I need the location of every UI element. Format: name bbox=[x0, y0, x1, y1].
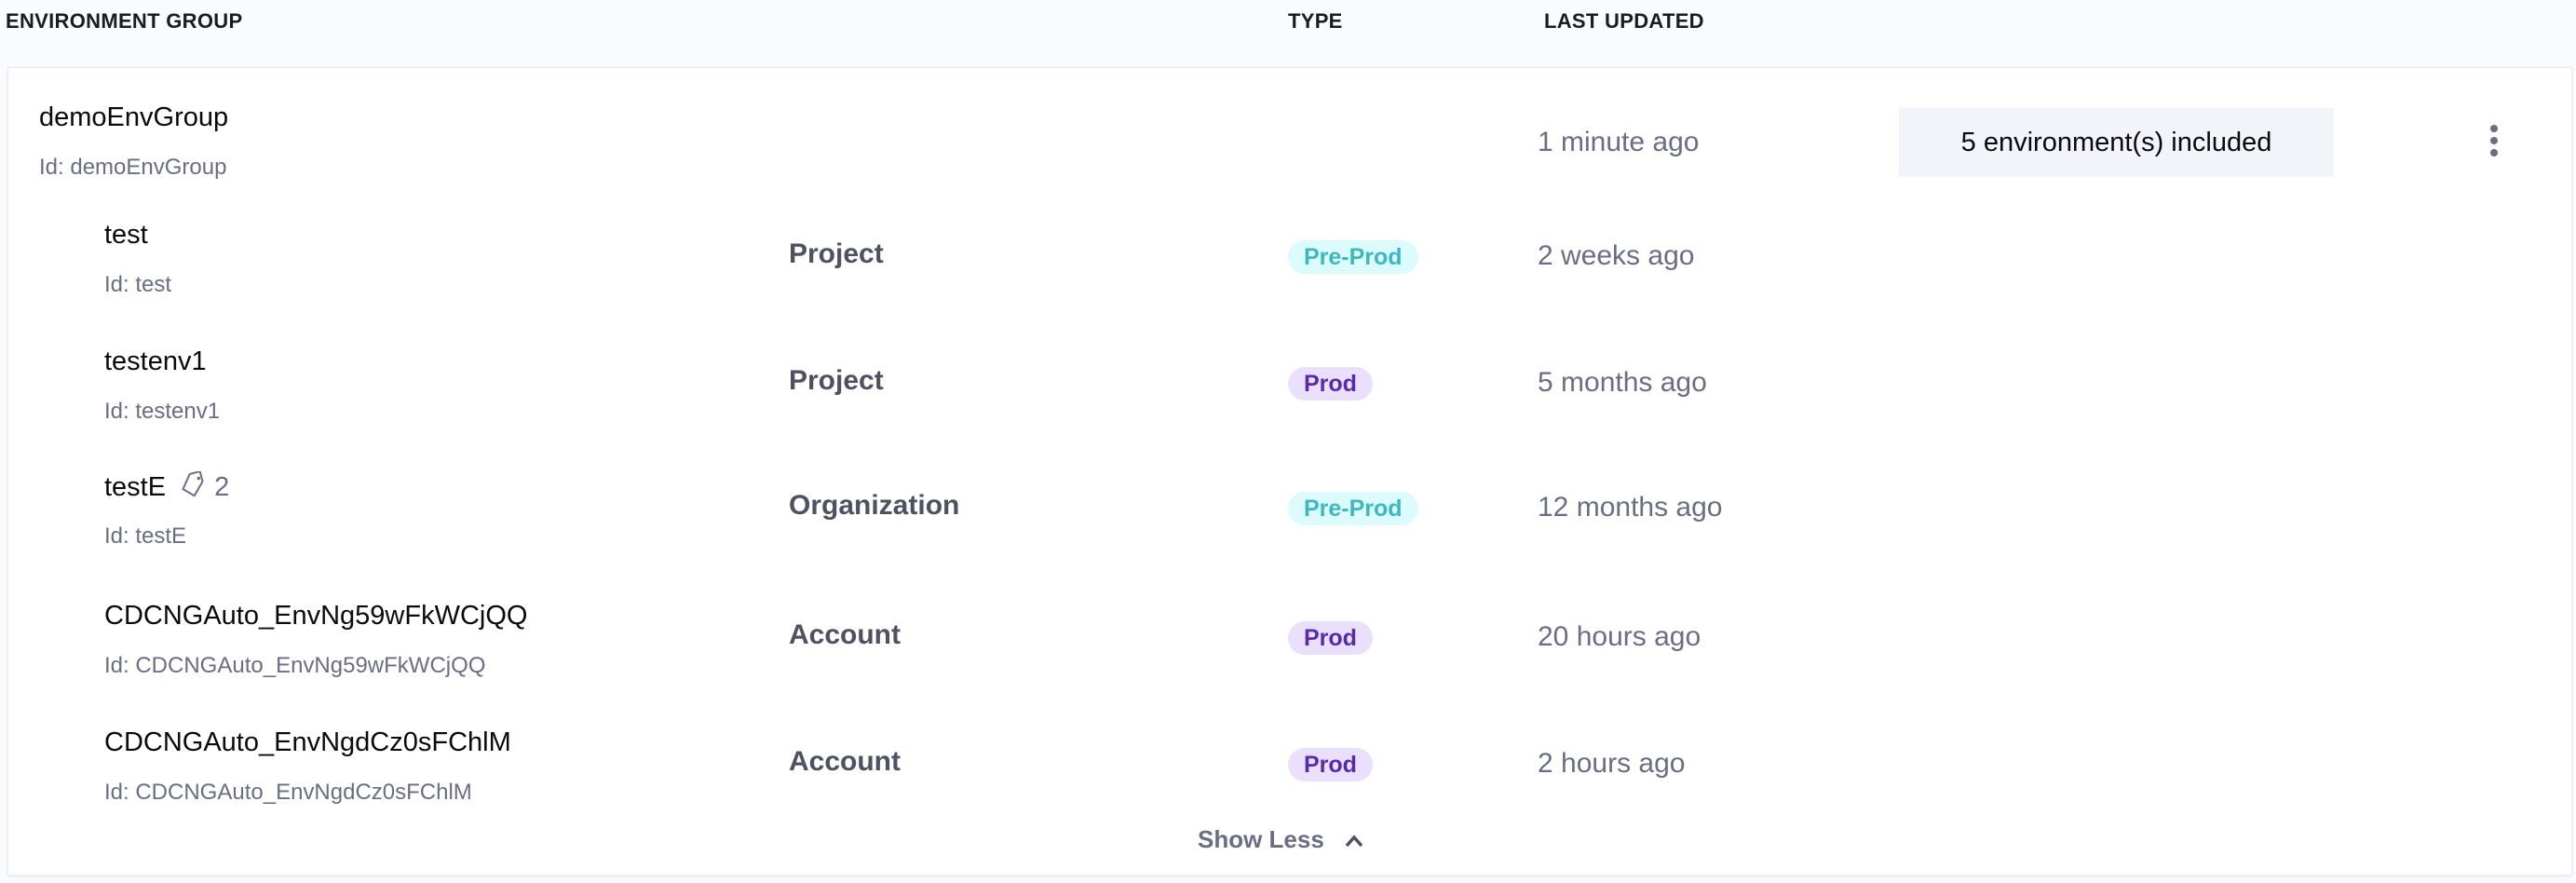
environment-scope: Account bbox=[789, 746, 901, 777]
environment-last-updated: 5 months ago bbox=[1538, 367, 1707, 398]
kebab-menu-icon[interactable] bbox=[2483, 125, 2505, 162]
show-less-label: Show Less bbox=[1198, 825, 1324, 853]
show-less-button[interactable]: Show Less bbox=[1198, 825, 1364, 854]
column-header-type[interactable]: TYPE bbox=[1288, 9, 1343, 33]
column-header-last-updated[interactable]: LAST UPDATED bbox=[1544, 9, 1704, 33]
environment-name[interactable]: test bbox=[104, 220, 148, 250]
environment-name[interactable]: CDCNGAuto_EnvNgdCz0sFChlM bbox=[104, 727, 511, 757]
environment-last-updated: 2 weeks ago bbox=[1538, 240, 1695, 271]
environment-id: Id: testE bbox=[104, 523, 187, 549]
environment-last-updated: 20 hours ago bbox=[1538, 621, 1702, 652]
environment-id: Id: test bbox=[104, 272, 172, 297]
environment-id: Id: CDCNGAuto_EnvNg59wFkWCjQQ bbox=[104, 653, 486, 678]
environment-name[interactable]: testenv1 bbox=[104, 346, 207, 376]
environment-group-card[interactable] bbox=[7, 67, 2572, 876]
environment-type-badge: Prod bbox=[1288, 621, 1373, 655]
environments-included-badge[interactable]: 5 environment(s) included bbox=[1899, 108, 2334, 177]
environment-last-updated: 12 months ago bbox=[1538, 492, 1723, 523]
environment-last-updated: 2 hours ago bbox=[1538, 748, 1686, 779]
environment-name[interactable]: testE bbox=[104, 472, 167, 502]
environment-scope: Account bbox=[789, 619, 901, 650]
group-id: Id: demoEnvGroup bbox=[39, 155, 227, 180]
environment-scope: Project bbox=[789, 365, 884, 396]
environment-id: Id: CDCNGAuto_EnvNgdCz0sFChlM bbox=[104, 780, 472, 805]
group-name: demoEnvGroup bbox=[39, 102, 229, 132]
environment-type-badge: Pre-Prod bbox=[1288, 492, 1418, 525]
column-header-environment-group[interactable]: ENVIRONMENT GROUP bbox=[6, 9, 243, 33]
environment-id: Id: testenv1 bbox=[104, 399, 221, 424]
group-last-updated: 1 minute ago bbox=[1538, 127, 1700, 157]
tag-icon[interactable]: 2 bbox=[179, 470, 230, 503]
environment-scope: Organization bbox=[789, 490, 960, 521]
environment-scope: Project bbox=[789, 238, 884, 269]
environment-type-badge: Prod bbox=[1288, 367, 1373, 401]
environment-type-badge: Prod bbox=[1288, 748, 1373, 781]
environment-type-badge: Pre-Prod bbox=[1288, 240, 1418, 274]
environment-name[interactable]: CDCNGAuto_EnvNg59wFkWCjQQ bbox=[104, 601, 528, 631]
tag-count: 2 bbox=[214, 472, 230, 502]
chevron-up-icon bbox=[1345, 835, 1363, 848]
